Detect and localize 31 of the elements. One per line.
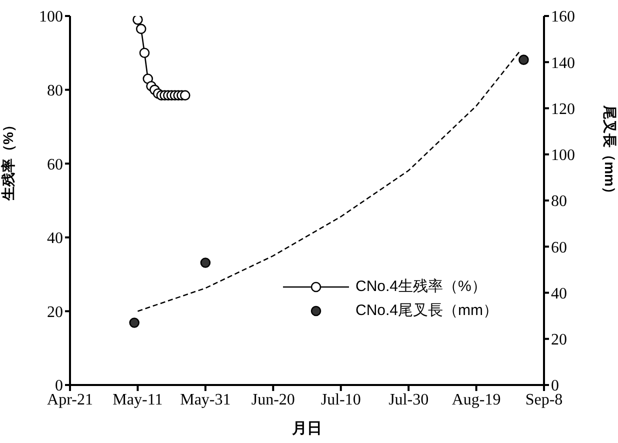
x-tick-label: May-11 xyxy=(112,391,163,408)
y-tick-label: 40 xyxy=(47,230,63,248)
legend-label: CNo.4尾叉長（mm） xyxy=(355,301,498,321)
y2-axis-title: 尾叉長（mm） xyxy=(602,104,618,200)
point xyxy=(518,54,529,65)
y2-tick-label: 60 xyxy=(551,239,567,256)
y-tick-label: 80 xyxy=(47,82,63,100)
y2-tick-label: 140 xyxy=(551,54,575,72)
x-axis-title: 月日 xyxy=(291,420,322,437)
x-tick-label: Aug-19 xyxy=(452,391,501,408)
point xyxy=(132,16,143,25)
x-tick-label: Jul-30 xyxy=(388,391,429,408)
y-tick-label: 60 xyxy=(47,156,63,174)
point xyxy=(136,24,146,34)
legend-label: CNo.4生残率（%） xyxy=(355,277,486,297)
x-tick-label: Jun-20 xyxy=(251,391,295,408)
y2-tick-label: 120 xyxy=(551,100,575,118)
y2-tick-label: 160 xyxy=(551,8,575,26)
point xyxy=(180,90,190,100)
point xyxy=(129,318,140,328)
point xyxy=(200,258,211,268)
x-tick-label: Jul-10 xyxy=(320,391,361,408)
y2-tick-label: 40 xyxy=(551,285,567,302)
y2-tick-label: 20 xyxy=(551,332,567,349)
x-tick-label: May-31 xyxy=(180,391,231,408)
point xyxy=(139,48,150,58)
y2-tick-label: 100 xyxy=(551,147,575,164)
y-tick-label: 20 xyxy=(47,304,63,321)
y-tick-label: 100 xyxy=(39,8,63,26)
y-axis-title: 生残率（%） xyxy=(0,118,16,202)
y2-tick-label: 80 xyxy=(551,193,567,210)
